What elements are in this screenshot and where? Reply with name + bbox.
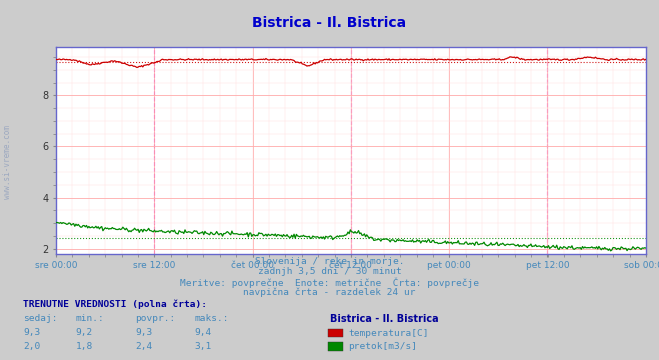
Text: 9,2: 9,2 (76, 328, 93, 338)
Text: zadnjh 3,5 dni / 30 minut: zadnjh 3,5 dni / 30 minut (258, 267, 401, 276)
Text: 9,4: 9,4 (194, 328, 212, 338)
Text: temperatura[C]: temperatura[C] (348, 328, 428, 338)
Text: 9,3: 9,3 (135, 328, 152, 338)
Text: navpična črta - razdelek 24 ur: navpična črta - razdelek 24 ur (243, 288, 416, 297)
Text: min.:: min.: (76, 314, 105, 323)
Text: Bistrica - Il. Bistrica: Bistrica - Il. Bistrica (330, 314, 438, 324)
Text: povpr.:: povpr.: (135, 314, 175, 323)
Text: pretok[m3/s]: pretok[m3/s] (348, 342, 417, 351)
Text: Meritve: povprečne  Enote: metrične  Črta: povprečje: Meritve: povprečne Enote: metrične Črta:… (180, 277, 479, 288)
Text: 9,3: 9,3 (23, 328, 40, 338)
Text: maks.:: maks.: (194, 314, 229, 323)
Text: sedaj:: sedaj: (23, 314, 57, 323)
Text: Slovenija / reke in morje.: Slovenija / reke in morje. (255, 256, 404, 265)
Text: 2,0: 2,0 (23, 342, 40, 351)
Text: 2,4: 2,4 (135, 342, 152, 351)
Text: 1,8: 1,8 (76, 342, 93, 351)
Text: TRENUTNE VREDNOSTI (polna črta):: TRENUTNE VREDNOSTI (polna črta): (23, 300, 207, 309)
Text: Bistrica - Il. Bistrica: Bistrica - Il. Bistrica (252, 17, 407, 30)
Text: 3,1: 3,1 (194, 342, 212, 351)
Text: www.si-vreme.com: www.si-vreme.com (3, 125, 13, 199)
